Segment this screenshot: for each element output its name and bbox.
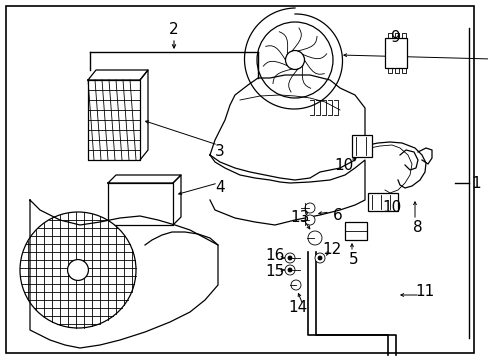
- Circle shape: [20, 212, 136, 328]
- Text: 9: 9: [390, 31, 400, 45]
- Bar: [367, 193, 397, 211]
- Circle shape: [317, 256, 321, 260]
- Text: 11: 11: [414, 284, 434, 300]
- Text: 1: 1: [470, 175, 480, 190]
- Circle shape: [287, 268, 291, 272]
- Text: 3: 3: [215, 144, 224, 159]
- Circle shape: [305, 215, 314, 225]
- Circle shape: [285, 50, 304, 69]
- Text: 6: 6: [332, 207, 342, 222]
- Text: 10: 10: [382, 199, 401, 215]
- Text: 5: 5: [348, 252, 358, 267]
- Bar: [384, 38, 406, 68]
- Text: 15: 15: [265, 265, 284, 279]
- Text: 13: 13: [290, 211, 309, 225]
- Bar: [345, 222, 366, 240]
- Text: 12: 12: [322, 243, 341, 257]
- Circle shape: [285, 253, 294, 263]
- Circle shape: [307, 231, 321, 245]
- Circle shape: [287, 256, 291, 260]
- Text: 14: 14: [288, 301, 307, 315]
- Circle shape: [314, 253, 325, 263]
- Text: 8: 8: [412, 220, 422, 235]
- Circle shape: [290, 280, 301, 290]
- Circle shape: [305, 203, 314, 213]
- Text: 10: 10: [334, 158, 353, 172]
- Text: 16: 16: [265, 248, 284, 264]
- Text: 4: 4: [215, 180, 224, 195]
- Circle shape: [285, 265, 294, 275]
- Text: 2: 2: [169, 22, 179, 37]
- Circle shape: [67, 260, 88, 280]
- Bar: [351, 135, 371, 157]
- Circle shape: [257, 22, 332, 98]
